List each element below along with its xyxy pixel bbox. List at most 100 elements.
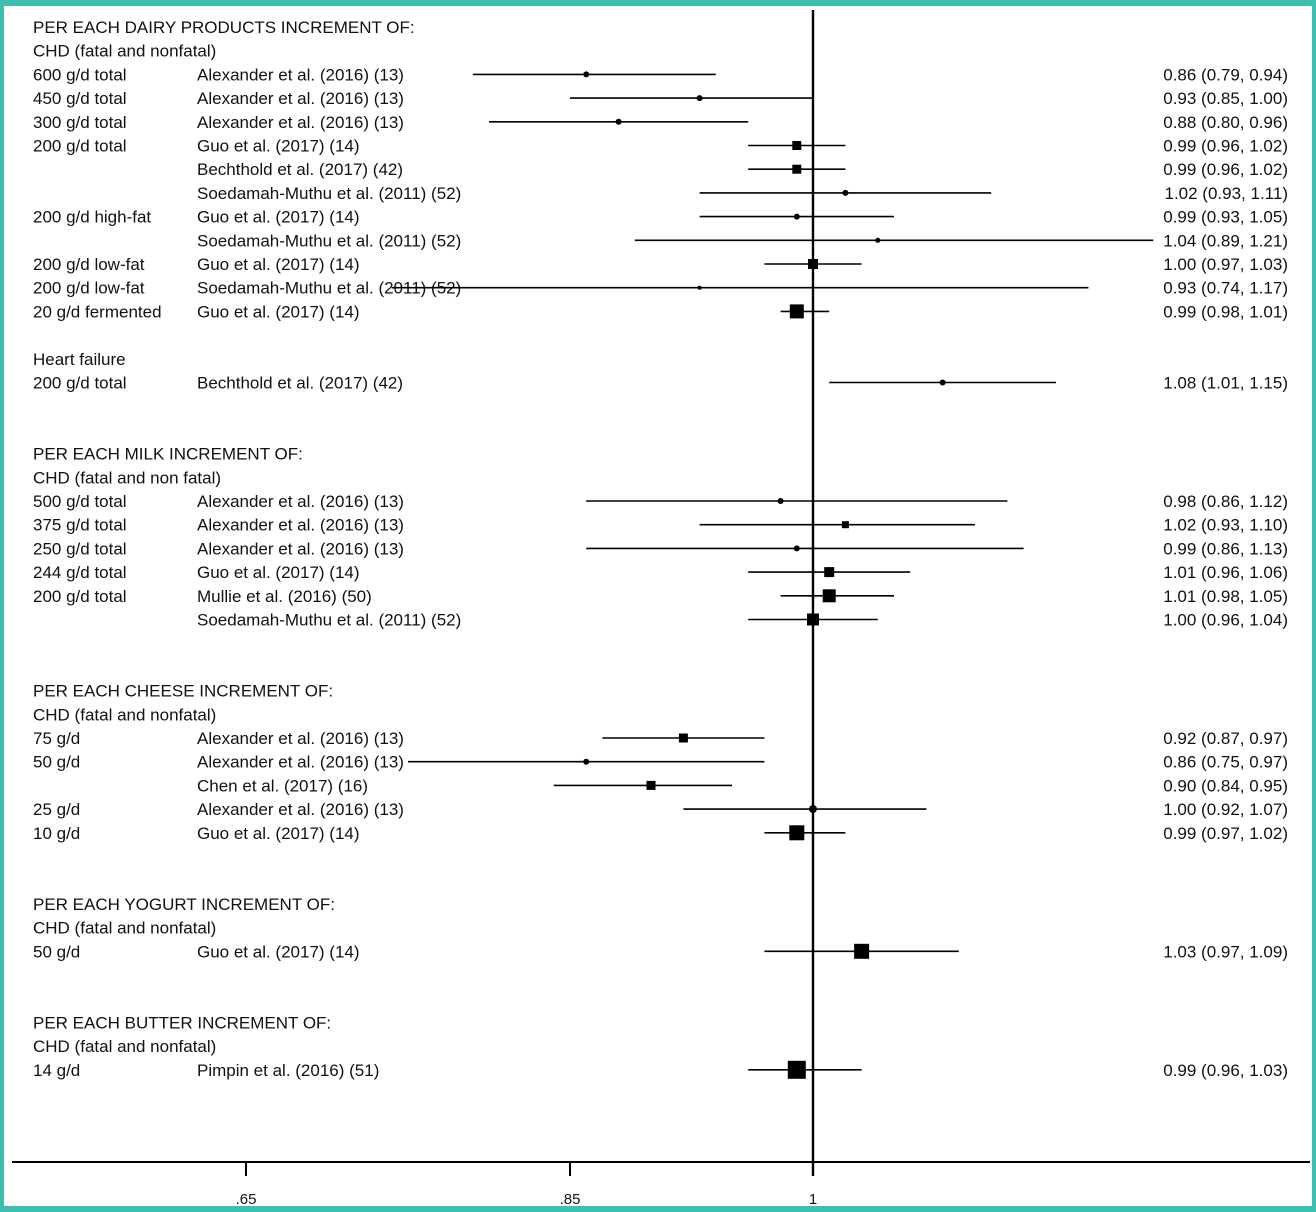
point-estimate-square — [807, 613, 819, 626]
study-label: Alexander et al. (2016) (13) — [197, 800, 404, 819]
section-header: CHD (fatal and nonfatal) — [33, 705, 216, 724]
dose-label: 200 g/d total — [33, 587, 127, 606]
study-label: Alexander et al. (2016) (13) — [197, 492, 404, 511]
study-label: Chen et al. (2017) (16) — [197, 776, 368, 795]
point-estimate-square — [789, 825, 805, 841]
dose-label: 244 g/d total — [33, 563, 127, 582]
forest-plot: PER EACH DAIRY PRODUCTS INCREMENT OF: CHD… — [12, 10, 1310, 1206]
section-header: PER EACH YOGURT INCREMENT OF: — [33, 895, 335, 914]
estimate-label: 0.93 (0.85, 1.00) — [1163, 89, 1288, 108]
dose-label: 375 g/d total — [33, 516, 127, 535]
estimate-label: 0.99 (0.98, 1.01) — [1163, 302, 1288, 321]
study-label: Guo et al. (2017) (14) — [197, 302, 360, 321]
study-label: Guo et al. (2017) (14) — [197, 563, 360, 582]
study-label: Alexander et al. (2016) (13) — [197, 516, 404, 535]
point-estimate-dot — [777, 498, 784, 504]
study-label: Guo et al. (2017) (14) — [197, 137, 360, 156]
point-estimate-dot — [875, 237, 881, 243]
section-header: CHD (fatal and nonfatal) — [33, 919, 216, 938]
estimate-label: 1.02 (0.93, 1.10) — [1163, 516, 1288, 535]
point-estimate-square — [822, 589, 836, 603]
chart-frame: PER EACH DAIRY PRODUCTS INCREMENT OF: CHD… — [4, 6, 1312, 1206]
point-estimate-dot — [615, 118, 622, 125]
estimate-label: 1.03 (0.97, 1.09) — [1163, 942, 1288, 961]
estimate-label: 1.08 (1.01, 1.15) — [1163, 374, 1288, 393]
dose-label: 450 g/d total — [33, 89, 127, 108]
x-tick-label: 1 — [809, 1191, 817, 1206]
estimate-label: 1.02 (0.93, 1.11) — [1165, 184, 1289, 203]
dose-label: 50 g/d — [33, 942, 80, 961]
estimate-label: 1.00 (0.96, 1.04) — [1163, 611, 1288, 630]
point-estimate-dot — [809, 805, 817, 814]
estimate-label: 0.90 (0.84, 0.95) — [1163, 776, 1288, 795]
study-label: Bechthold et al. (2017) (42) — [197, 160, 403, 179]
study-label: Guo et al. (2017) (14) — [197, 824, 360, 843]
estimate-label: 0.86 (0.75, 0.97) — [1163, 753, 1288, 772]
estimate-label: 1.01 (0.96, 1.06) — [1163, 563, 1288, 582]
section-header: PER EACH BUTTER INCREMENT OF: — [33, 1013, 331, 1032]
dose-label: 200 g/d high-fat — [33, 208, 151, 227]
estimate-label: 1.01 (0.98, 1.05) — [1163, 587, 1288, 606]
section-header: PER EACH CHEESE INCREMENT OF: — [33, 682, 333, 701]
study-label: Soedamah-Muthu et al. (2011) (52) — [197, 184, 461, 203]
estimate-label: 0.92 (0.87, 0.97) — [1163, 729, 1288, 748]
point-estimate-square — [841, 521, 849, 529]
estimate-label: 0.99 (0.96, 1.02) — [1163, 160, 1288, 179]
estimate-label: 0.99 (0.97, 1.02) — [1163, 824, 1288, 843]
dose-label: 10 g/d — [33, 824, 80, 843]
estimate-label: 0.98 (0.86, 1.12) — [1163, 492, 1288, 511]
point-estimate-square — [646, 780, 656, 790]
dose-label: 75 g/d — [33, 729, 80, 748]
study-label: Alexander et al. (2016) (13) — [197, 113, 404, 132]
point-estimate-square — [792, 164, 802, 174]
section-header: Heart failure — [33, 350, 126, 369]
point-estimate-dot — [696, 95, 703, 102]
dose-label: 200 g/d low-fat — [33, 255, 145, 274]
dose-label: 14 g/d — [33, 1061, 80, 1080]
dose-label: 20 g/d fermented — [33, 302, 162, 321]
point-estimate-dot — [583, 71, 590, 78]
study-label: Bechthold et al. (2017) (42) — [197, 374, 403, 393]
point-estimate-dot — [939, 379, 946, 386]
dose-label: 50 g/d — [33, 753, 80, 772]
study-label: Alexander et al. (2016) (13) — [197, 729, 404, 748]
point-estimate-square — [678, 733, 688, 743]
estimate-label: 1.00 (0.92, 1.07) — [1163, 800, 1288, 819]
point-estimate-square — [808, 259, 818, 269]
study-label: Guo et al. (2017) (14) — [197, 255, 360, 274]
study-label: Alexander et al. (2016) (13) — [197, 65, 404, 84]
study-label: Alexander et al. (2016) (13) — [197, 539, 404, 558]
point-estimate-dot — [793, 213, 800, 220]
point-estimate-square — [854, 943, 870, 959]
estimate-label: 0.99 (0.86, 1.13) — [1163, 539, 1288, 558]
study-label: Mullie et al. (2016) (50) — [197, 587, 372, 606]
point-estimate-square — [792, 141, 802, 150]
dose-label: 250 g/d total — [33, 539, 127, 558]
section-header: PER EACH MILK INCREMENT OF: — [33, 445, 303, 464]
study-label: Soedamah-Muthu et al. (2011) (52) — [197, 279, 461, 298]
study-label: Soedamah-Muthu et al. (2011) (52) — [197, 611, 461, 630]
estimate-label: 1.00 (0.97, 1.03) — [1163, 255, 1288, 274]
point-estimate-dot — [842, 189, 849, 196]
dose-label: 200 g/d total — [33, 137, 127, 156]
estimate-label: 0.86 (0.79, 0.94) — [1163, 65, 1288, 84]
study-label: Pimpin et al. (2016) (51) — [197, 1061, 379, 1080]
x-tick-label: .85 — [560, 1191, 581, 1206]
section-header: CHD (fatal and nonfatal) — [33, 42, 216, 61]
estimate-label: 0.99 (0.96, 1.03) — [1163, 1061, 1288, 1080]
estimate-label: 1.04 (0.89, 1.21) — [1163, 231, 1288, 250]
study-label: Soedamah-Muthu et al. (2011) (52) — [197, 231, 461, 250]
study-label: Alexander et al. (2016) (13) — [197, 89, 404, 108]
study-label: Guo et al. (2017) (14) — [197, 208, 360, 227]
dose-label: 200 g/d low-fat — [33, 279, 145, 298]
section-header: CHD (fatal and nonfatal) — [33, 1037, 216, 1056]
dose-label: 200 g/d total — [33, 374, 127, 393]
estimate-label: 0.93 (0.74, 1.17) — [1163, 279, 1288, 298]
point-estimate-dot — [793, 545, 800, 552]
study-label: Guo et al. (2017) (14) — [197, 942, 360, 961]
estimate-label: 0.88 (0.80, 0.96) — [1163, 113, 1288, 132]
section-header: CHD (fatal and non fatal) — [33, 468, 221, 487]
dose-label: 25 g/d — [33, 800, 80, 819]
dose-label: 500 g/d total — [33, 492, 127, 511]
dose-label: 300 g/d total — [33, 113, 127, 132]
